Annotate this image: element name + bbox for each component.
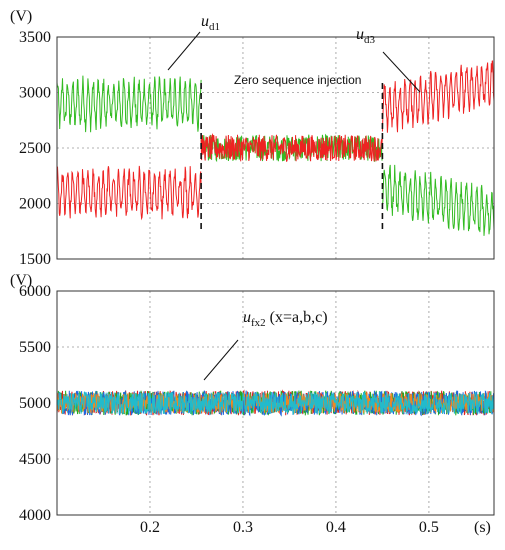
y-tick-label: 2500 (19, 140, 51, 157)
x-tick-label: 0.2 (140, 519, 160, 536)
series-u_d1-segment-0 (56, 75, 202, 133)
top-markers (200, 83, 384, 230)
y-tick-label: 5500 (19, 339, 51, 356)
x-tick-label: 0.5 (419, 519, 439, 536)
series-u_d1-segment-2 (381, 164, 495, 236)
x-tick-label: 0.3 (233, 519, 253, 536)
top-y-tick-labels: 1500 2000 2500 3000 3500 (19, 29, 51, 268)
top-series-group (56, 60, 495, 236)
ud1-label: ud1 (201, 13, 220, 33)
zero-sequence-annotation: Zero sequence injection (234, 73, 361, 87)
series-u_d3-segment-1 (200, 132, 383, 163)
y-tick-label: 2000 (19, 196, 51, 213)
series-u_d3-segment-0 (56, 165, 202, 221)
bottom-y-unit-label: (V) (10, 272, 32, 289)
ufx2-leader-line (203, 339, 239, 381)
top-plot-frame (56, 36, 495, 260)
y-tick-label: 4500 (19, 451, 51, 468)
y-tick-label: 5000 (19, 395, 51, 412)
series-u_d3-segment-2 (381, 60, 495, 133)
x-axis-unit-label: (s) (474, 519, 491, 536)
ud3-leader-line (382, 51, 421, 93)
bottom-plot-frame (56, 290, 495, 516)
bottom-series-group (56, 389, 495, 417)
series-ufx2-4 (56, 391, 495, 415)
bottom-y-tick-labels: 4000 4500 5000 5500 6000 (19, 283, 51, 524)
ud1-leader-line (167, 31, 201, 71)
y-tick-label: 3000 (19, 85, 51, 102)
top-panel: (V) 1500 2000 2500 3000 3500 Zero sequence i… (10, 8, 495, 268)
top-y-unit-label: (V) (10, 8, 32, 25)
bottom-panel: (V) 4000 4500 5000 5500 6000 0.2 0.3 0.4 0.5 (s… (10, 272, 495, 536)
ufx2-label: ufx2 (x=a,b,c) (243, 309, 328, 329)
y-tick-label: 6000 (19, 283, 51, 300)
x-tick-label: 0.4 (326, 519, 346, 536)
y-tick-label: 1500 (19, 251, 51, 268)
ud3-label: ud3 (356, 26, 376, 46)
bottom-x-tick-labels: 0.2 0.3 0.4 0.5 (140, 519, 439, 536)
y-tick-label: 4000 (19, 507, 51, 524)
y-tick-label: 3500 (19, 29, 51, 46)
